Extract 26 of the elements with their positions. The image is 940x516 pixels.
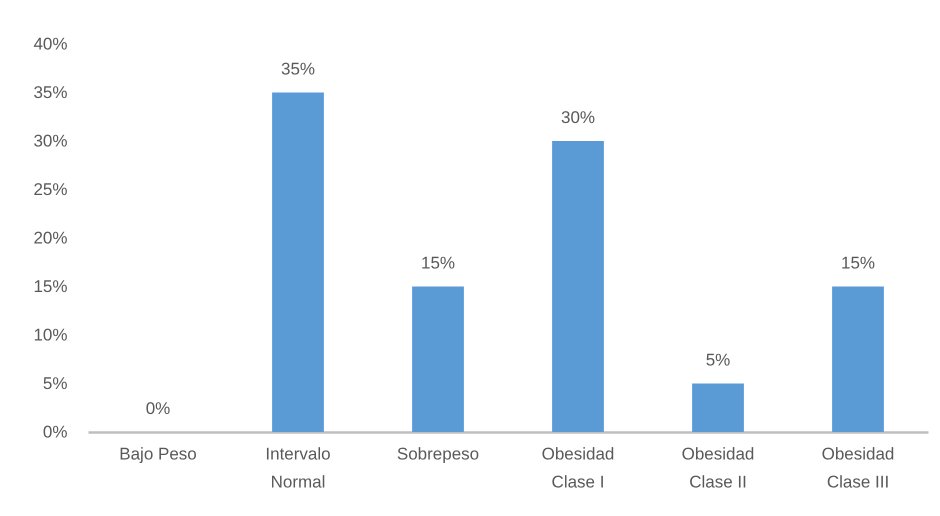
x-tick-label: Obesidad Clase I (542, 444, 614, 492)
y-tick-label: 10% (33, 326, 68, 344)
bar (692, 384, 744, 432)
data-label: 5% (706, 350, 730, 370)
data-label: 30% (560, 108, 596, 127)
y-tick-label: 20% (33, 228, 68, 248)
bar (272, 92, 324, 432)
y-tick-label: 15% (33, 277, 68, 296)
y-tick-label: 25% (33, 180, 68, 199)
x-tick-label: Obesidad Clase II (682, 444, 754, 492)
y-tick-label: 5% (42, 374, 68, 393)
bar (552, 141, 604, 432)
bar (412, 286, 464, 432)
x-tick-label: Sobrepeso (396, 444, 480, 464)
y-tick-label: 30% (33, 132, 68, 150)
x-tick-label: Bajo Peso (119, 444, 197, 464)
x-tick-label: Intervalo Normal (265, 444, 331, 492)
y-tick-label: 0% (42, 422, 68, 442)
data-label: 15% (420, 254, 456, 272)
y-tick-label: 40% (33, 34, 68, 54)
bar (832, 286, 884, 432)
x-tick-label: Obesidad Clase III (822, 444, 894, 492)
data-label: 35% (280, 60, 316, 78)
data-label: 15% (840, 254, 876, 272)
y-tick-label: 35% (33, 83, 68, 102)
data-label: 0% (146, 399, 170, 418)
